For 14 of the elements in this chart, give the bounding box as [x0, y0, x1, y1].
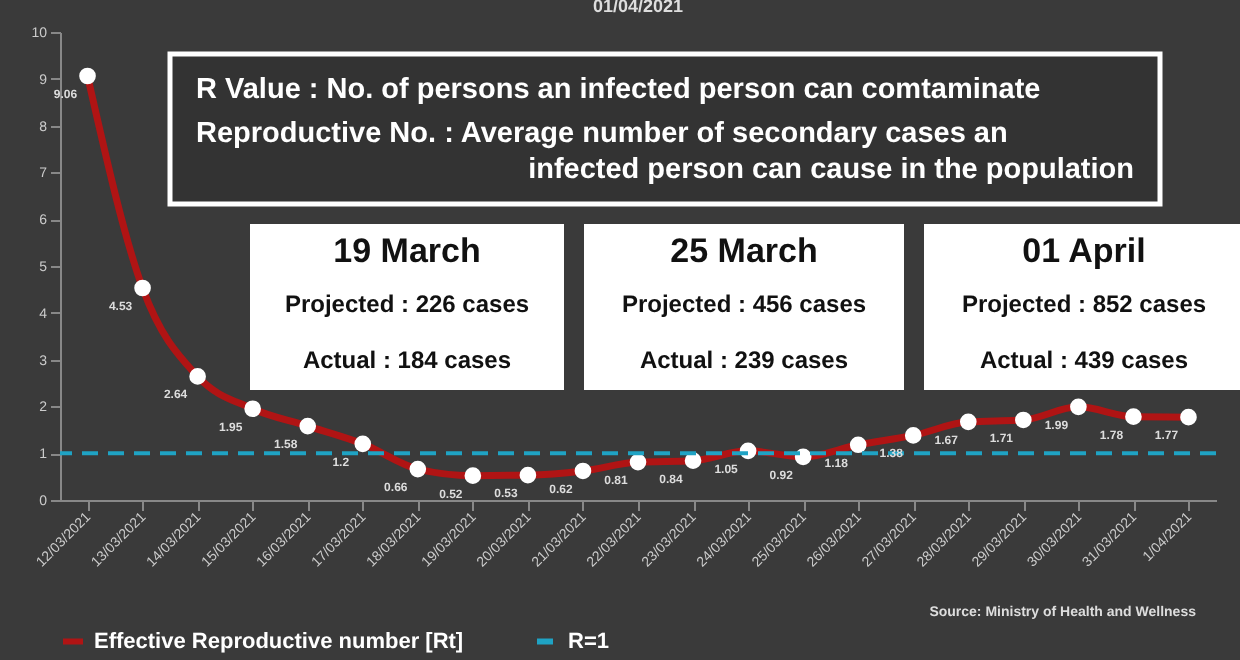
annotation: Reproductive No. : Average number of secondary cases an: [196, 118, 1008, 150]
annotation: Projected : 456 cases: [621, 290, 867, 318]
annotation: Actual : 184 cases: [302, 346, 512, 374]
annotation: Projected : 226 cases: [284, 290, 530, 318]
annotation: 19 March: [333, 232, 481, 270]
annotation: Actual : 439 cases: [979, 346, 1189, 374]
legend-label: Effective Reproductive number [Rt]: [94, 629, 464, 654]
annotation: Actual : 239 cases: [639, 346, 849, 374]
annotation: 01 April: [1022, 232, 1146, 270]
annotation: infected person can cause in the population: [528, 154, 1134, 186]
annotation: R Value : No. of persons an infected person can comtaminate: [196, 74, 1041, 106]
annotation: Projected : 852 cases: [961, 290, 1207, 318]
annotation: 25 March: [670, 232, 818, 270]
legend-label: R=1: [568, 629, 609, 654]
